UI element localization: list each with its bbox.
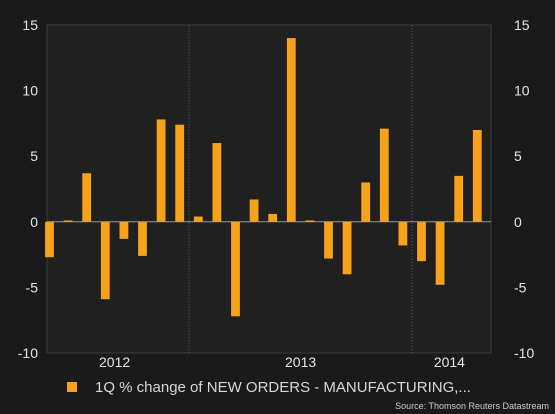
bar-18	[379, 128, 389, 222]
bar-15	[324, 221, 333, 259]
bar-21	[435, 221, 445, 285]
y-tick-right-4: -5	[514, 279, 527, 295]
legend: 1Q % change of NEW ORDERS - MANUFACTURIN…	[67, 378, 471, 396]
legend-swatch	[67, 382, 77, 392]
bar-17	[361, 182, 371, 222]
bar-7	[175, 124, 185, 222]
y-tick-left-5: -10	[18, 345, 38, 361]
y-tick-right-1: 10	[514, 83, 530, 99]
bar-19	[398, 221, 408, 246]
y-tick-right-2: 5	[514, 148, 522, 164]
x-tick-2014: 2014	[434, 354, 465, 370]
y-tick-left-0: 15	[22, 17, 38, 33]
y-tick-right-0: 15	[514, 17, 530, 33]
bar-6	[156, 119, 166, 222]
bar-0	[45, 221, 54, 258]
bar-4	[119, 221, 129, 239]
y-tick-right-5: -10	[514, 345, 534, 361]
bar-20	[417, 221, 426, 262]
bar-11	[249, 199, 259, 222]
bar-13	[286, 38, 296, 222]
bar-10	[231, 221, 240, 317]
bar-3	[100, 221, 110, 300]
y-tick-left-2: 5	[30, 148, 38, 164]
x-tick-2012: 2012	[99, 354, 130, 370]
y-tick-left-4: -5	[26, 279, 39, 295]
bar-12	[268, 213, 278, 222]
y-tick-left-3: 0	[30, 214, 38, 230]
bar-16	[342, 221, 352, 275]
bar-9	[212, 143, 222, 222]
y-tick-left-1: 10	[22, 83, 38, 99]
source-note: Source: Thomson Reuters Datastream	[395, 401, 549, 411]
plot-area	[46, 24, 492, 354]
bar-2	[82, 173, 92, 222]
bar-1	[63, 220, 73, 222]
bar-8	[193, 216, 203, 222]
y-tick-right-3: 0	[514, 214, 522, 230]
bar-23	[472, 129, 482, 222]
bar-5	[138, 221, 147, 256]
bar-22	[454, 175, 464, 222]
bar-14	[305, 220, 315, 222]
legend-label: 1Q % change of NEW ORDERS - MANUFACTURIN…	[95, 378, 471, 396]
x-tick-2013: 2013	[285, 354, 316, 370]
